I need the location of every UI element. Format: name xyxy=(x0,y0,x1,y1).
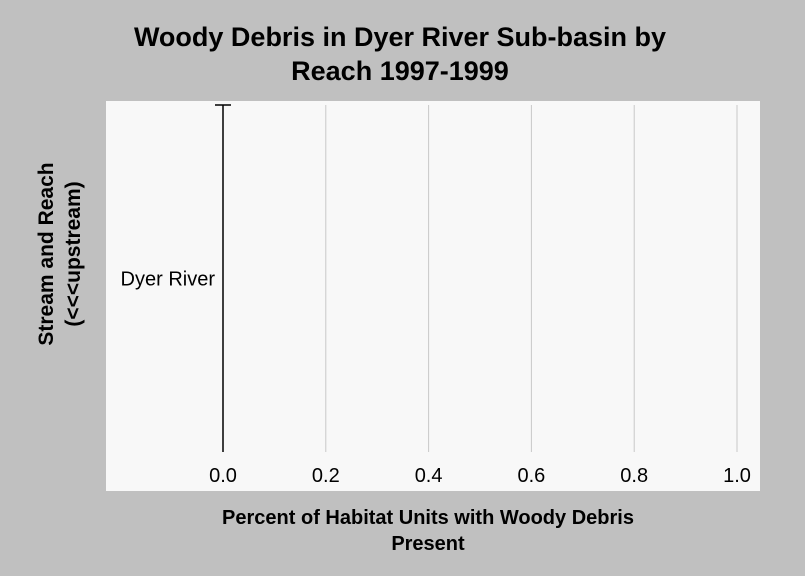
x-tick-label: 1.0 xyxy=(723,465,751,487)
x-tick-label: 0.8 xyxy=(620,465,648,487)
y-axis-title-line-1: Stream and Reach xyxy=(35,162,58,346)
y-axis-title: Stream and Reach (<<<upstream) xyxy=(33,104,87,404)
chart-title-line-2: Reach 1997-1999 xyxy=(291,56,509,86)
x-axis-title: Percent of Habitat Units with Woody Debr… xyxy=(128,505,728,557)
chart-svg: 0.0 0.2 0.4 0.6 0.8 1.0 Dyer River xyxy=(121,104,751,487)
x-tick-label: 0.2 xyxy=(312,465,340,487)
x-tick-label: 0.6 xyxy=(517,465,545,487)
x-tick-label: 0.4 xyxy=(415,465,443,487)
plot-panel: 0.0 0.2 0.4 0.6 0.8 1.0 Dyer River xyxy=(106,101,760,491)
x-tick-label: 0.0 xyxy=(209,465,237,487)
y-axis-title-line-2: (<<<upstream) xyxy=(62,181,85,327)
x-axis-title-line-1: Percent of Habitat Units with Woody Debr… xyxy=(222,507,634,529)
y-category-label: Dyer River xyxy=(121,269,216,291)
x-axis-title-line-2: Present xyxy=(391,533,465,555)
chart-title: Woody Debris in Dyer River Sub-basin by … xyxy=(60,20,740,88)
chart-title-line-1: Woody Debris in Dyer River Sub-basin by xyxy=(133,22,667,52)
